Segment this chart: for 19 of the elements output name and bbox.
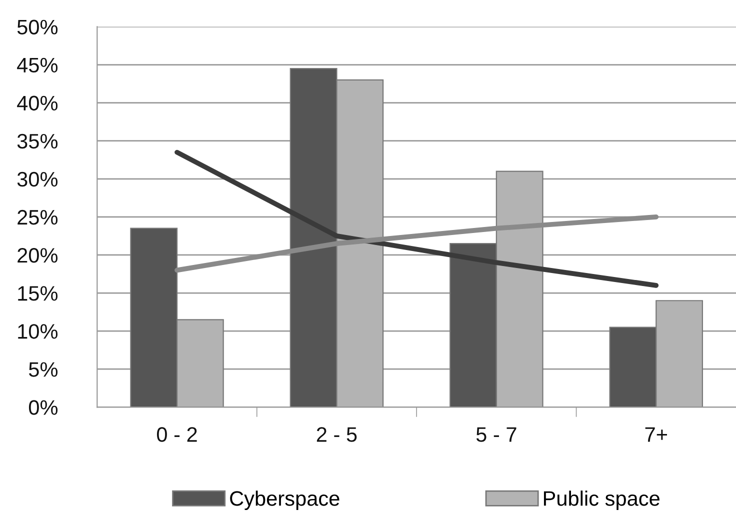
x-tick-label: 7+ bbox=[645, 427, 667, 442]
y-tick-label: 15% bbox=[18, 286, 58, 301]
legend-label: Cyberspace bbox=[230, 490, 340, 510]
x-tick-label: 2 - 5 bbox=[316, 427, 357, 442]
x-tick-label: 5 - 7 bbox=[476, 427, 516, 442]
line-series bbox=[174, 214, 659, 273]
legend-label: Public space bbox=[544, 490, 660, 510]
y-tick-label: 45% bbox=[17, 58, 58, 73]
y-tick-label: 10% bbox=[18, 324, 58, 339]
y-tick-label: 0% bbox=[28, 400, 58, 415]
line-series bbox=[174, 150, 659, 288]
y-tick-label: 5% bbox=[28, 362, 58, 377]
y-tick-label: 35% bbox=[17, 134, 58, 149]
y-tick-label: 20% bbox=[18, 248, 58, 263]
y-tick-label: 30% bbox=[17, 172, 58, 187]
x-tick-label: 0 - 2 bbox=[156, 427, 197, 442]
y-tick-label: 40% bbox=[17, 96, 58, 111]
y-tick-label: 25% bbox=[18, 210, 58, 225]
y-tick-label: 50% bbox=[17, 20, 58, 34]
